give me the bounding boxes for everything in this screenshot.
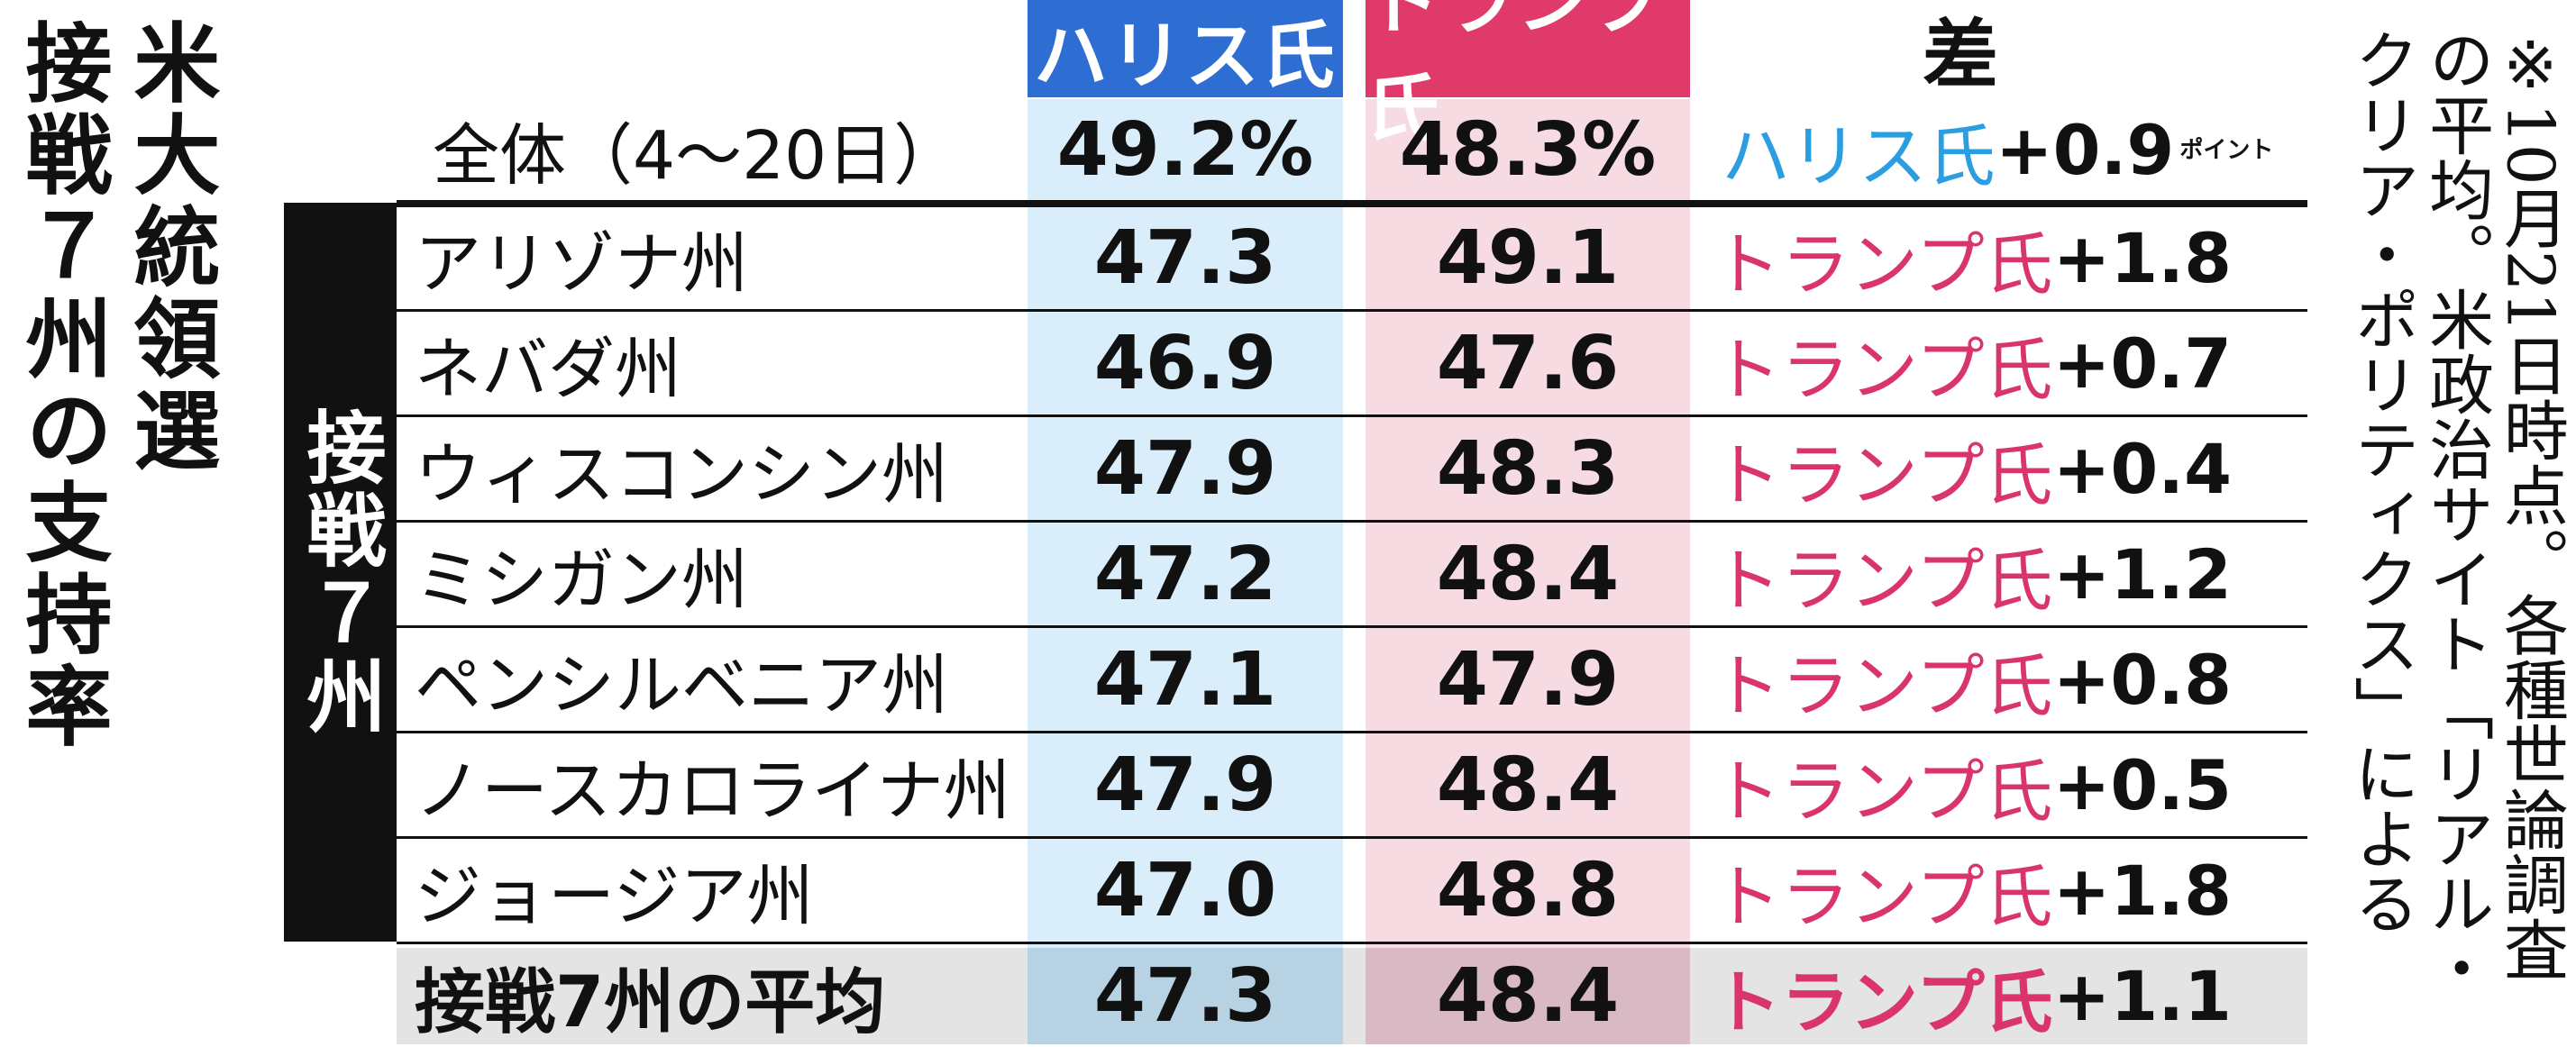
- table-row: ネバダ州 46.9 47.6 トランプ氏 +0.7: [397, 313, 2307, 414]
- point-unit: ポイント: [2179, 136, 2274, 164]
- row-divider: [397, 520, 2307, 523]
- state-trump-value: 48.8: [1436, 848, 1620, 933]
- state-diff: トランプ氏 +0.5: [1713, 734, 2307, 836]
- state-label: ウィスコンシン州: [415, 436, 948, 514]
- state-leader: トランプ氏: [1713, 751, 2053, 832]
- state-margin: +1.2: [2052, 534, 2233, 615]
- state-leader: トランプ氏: [1713, 434, 2053, 515]
- average-label: 接戦7州の平均: [415, 961, 886, 1043]
- row-divider: [397, 309, 2307, 312]
- state-label: ネバダ州: [415, 331, 681, 408]
- table-row: ジョージア州 47.0 48.8 トランプ氏 +1.8: [397, 840, 2307, 942]
- national-row: 全体（4～20日） 49.2% 48.3% ハリス氏 +0.9 ポイント: [397, 102, 2307, 198]
- state-leader: トランプ氏: [1713, 856, 2053, 937]
- state-label: アリゾナ州: [415, 225, 748, 303]
- average-diff: トランプ氏 +1.1: [1713, 948, 2307, 1044]
- state-diff: トランプ氏 +1.8: [1713, 840, 2307, 942]
- national-leader: ハリス氏: [1722, 115, 1996, 196]
- state-label: ノースカロライナ州: [415, 752, 1010, 830]
- state-diff: トランプ氏 +1.8: [1713, 207, 2307, 309]
- diff-header: 差: [1922, 10, 1998, 99]
- table-row: ペンシルベニア州 47.1 47.9 トランプ氏 +0.8: [397, 629, 2307, 731]
- national-trump-value: 48.3%: [1399, 107, 1657, 193]
- harris-column-background: [1028, 99, 1343, 948]
- battleground-sidebar: 接戦７州: [284, 203, 397, 942]
- title-line-1: 米大統領選: [119, 18, 220, 478]
- state-harris-value: 47.1: [1093, 637, 1277, 723]
- state-diff: トランプ氏 +0.7: [1713, 313, 2307, 414]
- trump-header: トランプ氏: [1366, 0, 1690, 152]
- state-trump-value: 49.1: [1436, 215, 1620, 301]
- state-margin: +1.8: [2052, 851, 2233, 931]
- state-margin: +1.8: [2052, 218, 2233, 298]
- state-label: ミシガン州: [415, 542, 748, 619]
- state-label: ペンシルベニア州: [415, 647, 948, 724]
- state-diff: トランプ氏 +0.8: [1713, 629, 2307, 731]
- average-row-background: [397, 948, 2307, 1044]
- table-row: アリゾナ州 47.3 49.1 トランプ氏 +1.8: [397, 207, 2307, 309]
- state-leader: トランプ氏: [1713, 329, 2053, 410]
- state-trump-value: 47.9: [1436, 637, 1620, 723]
- national-diff: ハリス氏 +0.9 ポイント: [1722, 102, 2316, 198]
- state-trump-value: 48.4: [1436, 532, 1620, 617]
- row-divider: [397, 414, 2307, 417]
- source-note: ※10月21日時点。各種世論調査の平均。米政治サイト「リアル・クリア・ポリティク…: [2343, 27, 2569, 1000]
- row-divider: [397, 942, 2307, 944]
- state-leader: トランプ氏: [1713, 540, 2053, 621]
- average-margin: +1.1: [2052, 956, 2233, 1036]
- state-leader: トランプ氏: [1713, 223, 2053, 305]
- state-harris-value: 47.0: [1093, 848, 1277, 933]
- national-label: 全体（4～20日）: [433, 117, 961, 195]
- state-label: ジョージア州: [415, 858, 814, 935]
- state-margin: +0.5: [2052, 745, 2233, 825]
- state-leader: トランプ氏: [1713, 645, 2053, 726]
- title-line-2: 接戦７州の支持率: [11, 18, 112, 753]
- average-row: 接戦7州の平均 47.3 48.4 トランプ氏 +1.1: [397, 948, 2307, 1044]
- state-diff: トランプ氏 +0.4: [1713, 418, 2307, 520]
- average-leader: トランプ氏: [1713, 961, 2053, 1042]
- state-diff: トランプ氏 +1.2: [1713, 524, 2307, 625]
- state-margin: +0.8: [2052, 640, 2233, 720]
- national-margin: +0.9: [1996, 110, 2175, 190]
- average-harris-value: 47.3: [1093, 953, 1277, 1039]
- battleground-label: 接戦７州: [294, 406, 387, 738]
- harris-header: ハリス氏: [1028, 0, 1343, 99]
- trump-column-background: [1366, 99, 1690, 948]
- thick-divider: [397, 200, 2307, 207]
- state-harris-value: 47.2: [1093, 532, 1277, 617]
- average-trump-value: 48.4: [1436, 953, 1620, 1039]
- state-harris-value: 47.9: [1093, 426, 1277, 512]
- state-trump-value: 48.4: [1436, 742, 1620, 828]
- state-margin: +0.4: [2052, 429, 2233, 509]
- row-divider: [397, 836, 2307, 839]
- table-row: ノースカロライナ州 47.9 48.4 トランプ氏 +0.5: [397, 734, 2307, 836]
- average-harris-background: [1028, 948, 1343, 1044]
- state-trump-value: 48.3: [1436, 426, 1620, 512]
- row-divider: [397, 625, 2307, 628]
- state-harris-value: 47.3: [1093, 215, 1277, 301]
- state-harris-value: 46.9: [1093, 321, 1277, 406]
- row-divider: [397, 731, 2307, 733]
- national-harris-value: 49.2%: [1056, 107, 1314, 193]
- state-trump-value: 47.6: [1436, 321, 1620, 406]
- table-row: ミシガン州 47.2 48.4 トランプ氏 +1.2: [397, 524, 2307, 625]
- average-trump-background: [1366, 948, 1690, 1044]
- state-margin: +0.7: [2052, 323, 2233, 404]
- table-row: ウィスコンシン州 47.9 48.3 トランプ氏 +0.4: [397, 418, 2307, 520]
- state-harris-value: 47.9: [1093, 742, 1277, 828]
